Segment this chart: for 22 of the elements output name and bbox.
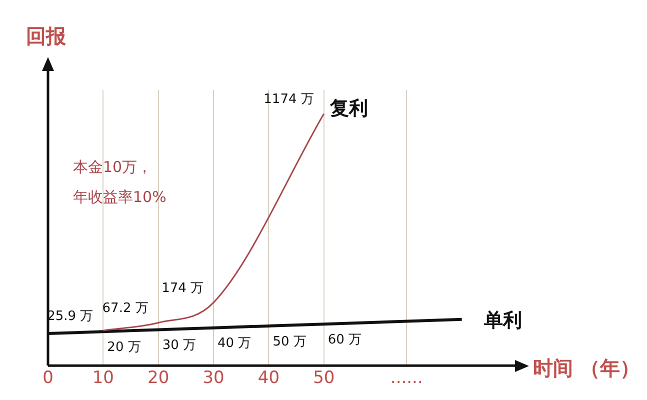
annotation: 本金10万，: [73, 158, 152, 176]
data-label: 1174 万: [264, 92, 314, 108]
x-tick-label: 50: [313, 368, 335, 388]
data-label: 60 万: [328, 332, 362, 348]
data-label: 174 万: [162, 280, 204, 296]
data-label: 67.2 万: [102, 301, 148, 316]
x-tick-label: 30: [202, 368, 224, 388]
data-label: 20 万: [107, 340, 141, 355]
x-tick-label: 0: [42, 368, 54, 388]
x-axis-title: 时间 （年）: [533, 356, 640, 380]
data-label: 25.9 万: [47, 308, 94, 324]
data-label: 30 万: [162, 338, 196, 354]
y-axis-title: 回报: [26, 24, 67, 48]
data-label: 40 万: [218, 336, 252, 352]
x-tick-label: 40: [258, 368, 280, 388]
series-label: 复利: [328, 98, 368, 120]
x-tick-label: 20: [148, 368, 170, 388]
series-label: 单利: [482, 309, 522, 332]
x-tick-label: ......: [390, 368, 423, 388]
annotation: 年收益率10%: [73, 188, 166, 206]
data-label: 50 万: [272, 334, 306, 350]
x-tick-label: 10: [92, 368, 114, 388]
